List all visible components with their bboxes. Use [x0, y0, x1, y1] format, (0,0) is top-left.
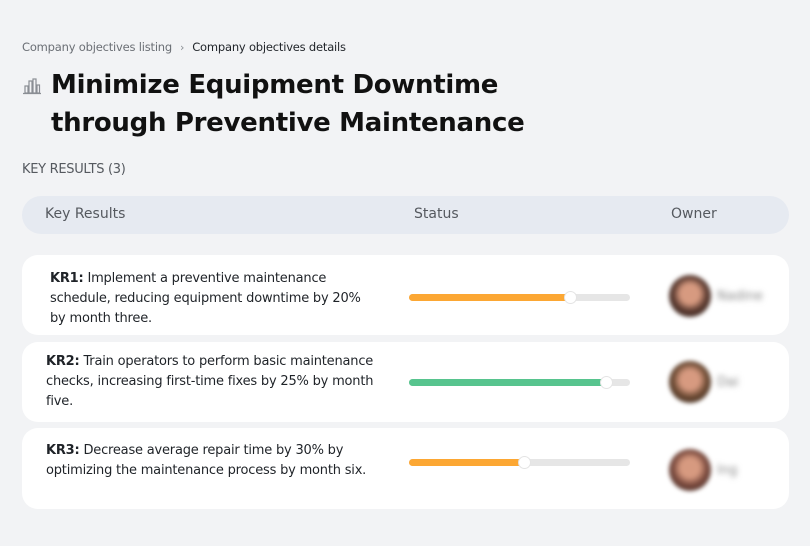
progress-bar [409, 291, 630, 304]
table-row[interactable]: KR2: Train operators to perform basic ma… [22, 342, 789, 422]
key-result-id: KR2: [46, 354, 80, 369]
key-result-text: KR2: Train operators to perform basic ma… [46, 352, 386, 412]
table-row[interactable]: KR1: Implement a preventive maintenance … [22, 255, 789, 335]
key-result-description: Decrease average repair time by 30% by o… [46, 443, 367, 478]
table-header: Key Results Status Owner [22, 196, 789, 234]
owner-name: Dai [717, 374, 739, 390]
header-status: Status [414, 206, 459, 222]
page-title: Minimize Equipment Downtime through Prev… [51, 70, 525, 138]
key-result-description: Implement a preventive maintenance sched… [50, 271, 361, 326]
chevron-right-icon: › [180, 40, 185, 54]
owner[interactable]: Ing [669, 449, 737, 491]
owner[interactable]: Dai [669, 361, 739, 403]
progress-bar [409, 456, 630, 469]
breadcrumb: Company objectives listing › Company obj… [22, 40, 346, 54]
breadcrumb-current: Company objectives details [192, 40, 346, 54]
progress-knob [517, 456, 531, 469]
key-result-description: Train operators to perform basic mainten… [46, 354, 374, 409]
header-key-results: Key Results [45, 206, 126, 222]
building-chart-icon [23, 78, 41, 95]
key-result-text: KR1: Implement a preventive maintenance … [50, 269, 380, 329]
avatar [669, 361, 711, 403]
key-result-id: KR1: [50, 271, 84, 286]
progress-knob [599, 376, 613, 389]
progress-bar [409, 376, 630, 389]
avatar [669, 449, 711, 491]
table-row[interactable]: KR3: Decrease average repair time by 30%… [22, 428, 789, 509]
owner-name: Nadine [717, 288, 763, 304]
key-result-text: KR3: Decrease average repair time by 30%… [46, 441, 386, 481]
owner[interactable]: Nadine [669, 275, 763, 317]
key-result-id: KR3: [46, 443, 80, 458]
page-header: Minimize Equipment Downtime through Prev… [22, 66, 611, 142]
progress-knob [564, 291, 578, 304]
progress-fill [409, 459, 524, 466]
breadcrumb-link-listing[interactable]: Company objectives listing [22, 40, 172, 54]
key-results-count: KEY RESULTS (3) [22, 162, 126, 177]
owner-name: Ing [717, 462, 738, 478]
progress-fill [409, 379, 606, 386]
header-owner: Owner [671, 206, 717, 222]
avatar [669, 275, 711, 317]
progress-fill [409, 294, 571, 301]
